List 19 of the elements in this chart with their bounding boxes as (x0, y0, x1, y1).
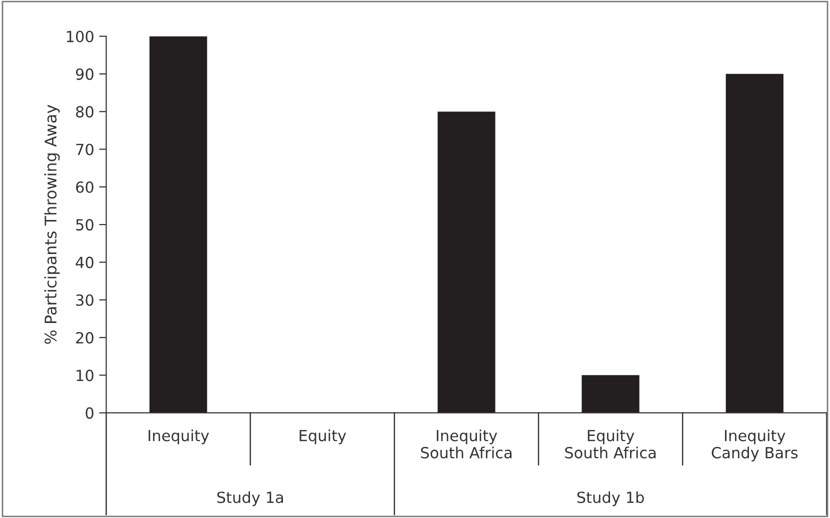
text: Study 1a (217, 491, 283, 506)
x-tick-label: Inequity (148, 430, 209, 444)
x-tick-label: Equity (300, 430, 346, 444)
y-tick-label: 60 (76, 181, 94, 193)
y-tick-label: 50 (76, 219, 94, 231)
y-tick-label: 40 (76, 256, 94, 268)
y-tick-label: 10 (76, 370, 94, 382)
y-tick-label: 20 (76, 332, 94, 344)
y-tick-label: 90 (76, 68, 94, 80)
text: Study 1b (577, 491, 644, 506)
x-tick-label: Inequity Candy Bars (712, 430, 798, 462)
y-tick-label: 30 (76, 294, 94, 306)
y-tick-label: 100 (66, 30, 94, 42)
y-axis-title: % Participants Throwing Away (44, 104, 60, 344)
y-tick-label: 70 (76, 144, 94, 156)
x-tick-label: Equity South Africa (565, 430, 656, 458)
x-tick-label: Inequity South Africa (421, 430, 512, 458)
y-tick-label: 80 (76, 106, 94, 118)
y-tick-label: 0 (86, 407, 94, 419)
